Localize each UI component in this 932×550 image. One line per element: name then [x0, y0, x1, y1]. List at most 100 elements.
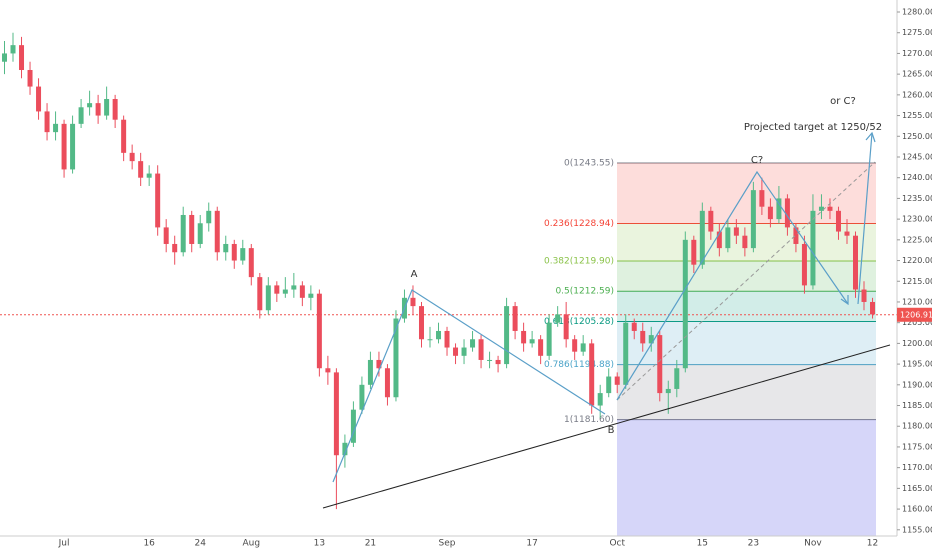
y-tick-label: 1255.00	[902, 111, 932, 120]
candle-body	[316, 293, 322, 369]
fib-label: 0.618(1205.28)	[544, 317, 614, 327]
annotation: Projected target at 1250/52	[744, 122, 882, 133]
x-tick-label: 17	[526, 539, 537, 549]
candle-body	[784, 198, 790, 228]
candle-body	[138, 161, 144, 178]
candle-body	[265, 285, 271, 311]
candle-body	[521, 330, 527, 344]
candle-body	[61, 123, 67, 170]
candle-body	[648, 335, 654, 344]
candle-body	[367, 359, 373, 385]
y-tick-label: 1190.00	[902, 380, 932, 389]
candle-body	[172, 243, 178, 253]
candle-body	[580, 343, 586, 352]
fib-band	[617, 162, 876, 224]
candle-body	[555, 314, 561, 323]
candle-body	[767, 206, 773, 220]
wave-arrows	[616, 170, 849, 401]
wave-arrows	[332, 289, 606, 483]
y-tick-label: 1180.00	[902, 422, 932, 431]
candle-body	[461, 347, 467, 356]
candle-body	[274, 285, 280, 294]
candle-body	[682, 239, 688, 369]
candle-body	[393, 318, 399, 398]
candle-body	[674, 368, 680, 389]
fib-label: 0.786(1194.88)	[544, 360, 614, 370]
y-tick-label: 1250.00	[902, 132, 932, 141]
candle-body	[512, 306, 518, 331]
candle-body	[444, 330, 450, 348]
candle-body	[870, 301, 876, 315]
y-tick-label: 1220.00	[902, 256, 932, 265]
fib-band	[617, 321, 876, 365]
candle-body	[844, 231, 850, 236]
candle-body	[733, 227, 739, 236]
candle-body	[95, 103, 101, 116]
candle-body	[742, 235, 748, 249]
y-tick-label: 1185.00	[902, 401, 932, 410]
fib-band	[617, 291, 876, 322]
x-tick-label: Oct	[609, 539, 625, 549]
arrow-head	[840, 295, 849, 306]
wave-arrow	[857, 132, 873, 305]
candle-body	[325, 368, 331, 373]
y-tick-label: 1200.00	[902, 339, 932, 348]
y-tick-label: 1205.00	[902, 318, 932, 327]
axes: 1155.00 1160.00 1165.00 1170.00 1175.00 1180.…	[58, 8, 932, 549]
y-tick-label: 1175.00	[902, 442, 932, 451]
fib-label: 0.5(1212.59)	[555, 287, 614, 297]
candle-body	[776, 198, 782, 220]
annotation: B	[608, 425, 615, 436]
candle-body	[606, 376, 612, 394]
fib-extension	[617, 419, 876, 536]
candle-body	[835, 210, 841, 232]
candle-body	[350, 409, 356, 443]
candle-body	[146, 173, 152, 178]
candle-body	[563, 314, 569, 340]
candle-body	[180, 214, 186, 253]
x-tick-label: 24	[195, 539, 207, 549]
candle-body	[759, 190, 765, 207]
candle-body	[436, 330, 442, 340]
candle-body	[44, 111, 50, 133]
candle-body	[529, 339, 535, 344]
candle-body	[427, 339, 433, 341]
fib-band	[617, 364, 876, 420]
candle-body	[631, 322, 637, 331]
candle-body	[818, 206, 824, 211]
candle-body	[861, 289, 867, 302]
candle-body	[291, 285, 297, 290]
x-tick-label: 13	[314, 539, 325, 549]
price-axis	[897, 0, 932, 550]
y-tick-label: 1280.00	[902, 8, 932, 17]
candle-body	[657, 335, 663, 394]
annotation: C?	[751, 155, 763, 166]
y-tick-label: 1155.00	[902, 525, 932, 534]
candle-body	[623, 322, 629, 385]
candle-body	[359, 384, 365, 410]
candle-body	[801, 243, 807, 286]
y-tick-label: 1215.00	[902, 277, 932, 286]
candle-body	[36, 86, 42, 112]
candle-body	[333, 372, 339, 456]
x-tick-label: Nov	[804, 539, 822, 549]
candle-body	[223, 243, 229, 253]
candle-body	[231, 243, 237, 261]
candle-body	[793, 227, 799, 244]
candle-body	[750, 190, 756, 249]
candle-body	[163, 227, 169, 244]
candle-body	[597, 393, 603, 406]
candle-body	[487, 359, 493, 361]
candle-body	[665, 388, 671, 394]
candle-body	[410, 297, 416, 307]
x-tick-label: Aug	[243, 539, 261, 549]
candle-body	[10, 45, 16, 54]
y-tick-label: 1245.00	[902, 152, 932, 161]
x-tick-label: 16	[143, 539, 155, 549]
x-tick-label: Sep	[439, 539, 456, 549]
candle-body	[716, 231, 722, 249]
candle-body	[248, 248, 254, 278]
candle-body	[87, 103, 93, 108]
candle-body	[478, 339, 484, 360]
